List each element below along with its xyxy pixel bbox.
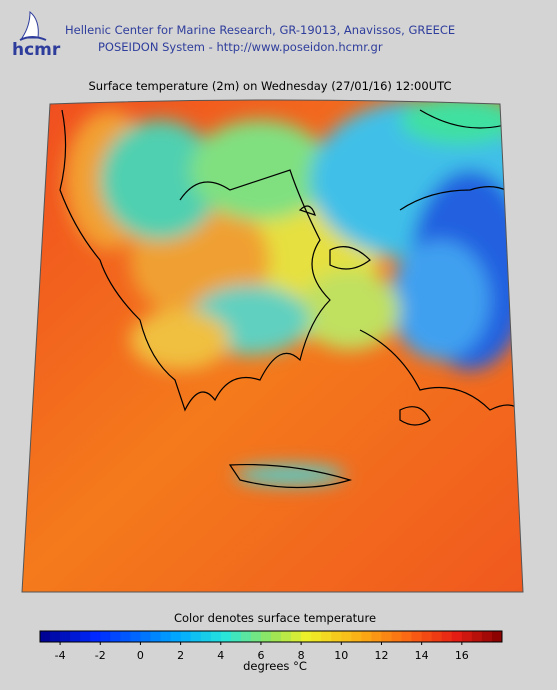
colorbar-tick-label: 14 [415, 649, 429, 662]
colorbar-cell [70, 631, 81, 642]
colorbar-cell [240, 631, 252, 642]
colorbar-cell [351, 631, 362, 642]
colorbar-tick-label: 8 [298, 649, 305, 662]
colorbar-cell [271, 631, 282, 642]
colorbar-cell [391, 631, 403, 642]
colorbar-cell [281, 631, 292, 642]
colorbar-cell [321, 631, 332, 642]
colorbar-cell [210, 631, 222, 642]
colorbar-tick-label: 4 [217, 649, 224, 662]
colorbar-cell [150, 631, 162, 642]
colorbar-cell [481, 631, 493, 642]
colorbar-cell [40, 631, 51, 642]
colorbar-cell [90, 631, 101, 642]
map [22, 100, 523, 592]
colorbar-tick-label: 6 [257, 649, 264, 662]
colorbar-cell [451, 631, 463, 642]
colorbar-tick-label: 16 [455, 649, 469, 662]
colorbar-tick-label: 2 [177, 649, 184, 662]
colorbar-tick-label: -4 [55, 649, 66, 662]
colorbar-cell [401, 631, 413, 642]
colorbar-cell [431, 631, 443, 642]
colorbar-cell [200, 631, 212, 642]
colorbar-cell [190, 631, 202, 642]
colorbar-cell [140, 631, 151, 642]
colorbar-border [39, 630, 503, 643]
colorbar-cell [160, 631, 172, 642]
colorbar-cell [381, 631, 393, 642]
colorbar-cell [411, 631, 423, 642]
colorbar-cell [491, 631, 503, 642]
map-title: Surface temperature (2m) on Wednesday (2… [89, 79, 452, 93]
colorbar-cell [441, 631, 453, 642]
colorbar-cell [341, 631, 352, 642]
logo: hcmr [12, 10, 61, 60]
colorbar-cell [110, 631, 121, 642]
colorbar-cell [291, 631, 302, 642]
colorbar-cell [130, 631, 141, 642]
colorbar-tick-label: 0 [137, 649, 144, 662]
colorbar-cell [371, 631, 382, 642]
header-line: POSEIDON System - http://www.poseidon.hc… [98, 40, 383, 54]
colorbar-unit: degrees °C [243, 659, 307, 673]
colorbar-cell [220, 631, 232, 642]
colorbar-cell [311, 631, 322, 642]
colorbar-tick-label: 12 [374, 649, 388, 662]
colorbar-cell [331, 631, 342, 642]
colorbar-cell [260, 631, 272, 642]
colorbar-cell [60, 631, 71, 642]
colorbar-cell [301, 631, 312, 642]
colorbar-tick-label: 10 [334, 649, 348, 662]
colorbar-cell [100, 631, 111, 642]
colorbar: -4 -2 0 2 4 6 8 10 12 14 16 [39, 630, 503, 662]
colorbar-cell [120, 631, 131, 642]
colorbar-caption: Color denotes surface temperature [174, 611, 376, 625]
colorbar-cell [230, 631, 242, 642]
colorbar-cell [361, 631, 372, 642]
logo-text: hcmr [12, 40, 61, 60]
colorbar-cell [170, 631, 182, 642]
map-frame [21, 99, 524, 593]
colorbar-tick-label: -2 [95, 649, 106, 662]
colorbar-cell [250, 631, 262, 642]
colorbar-cell [421, 631, 433, 642]
header-line: Hellenic Center for Marine Research, GR-… [65, 23, 455, 37]
colorbar-cell [80, 631, 91, 642]
colorbar-cell [180, 631, 192, 642]
colorbar-cell [50, 631, 61, 642]
colorbar-cell [471, 631, 483, 642]
colorbar-cell [461, 631, 473, 642]
